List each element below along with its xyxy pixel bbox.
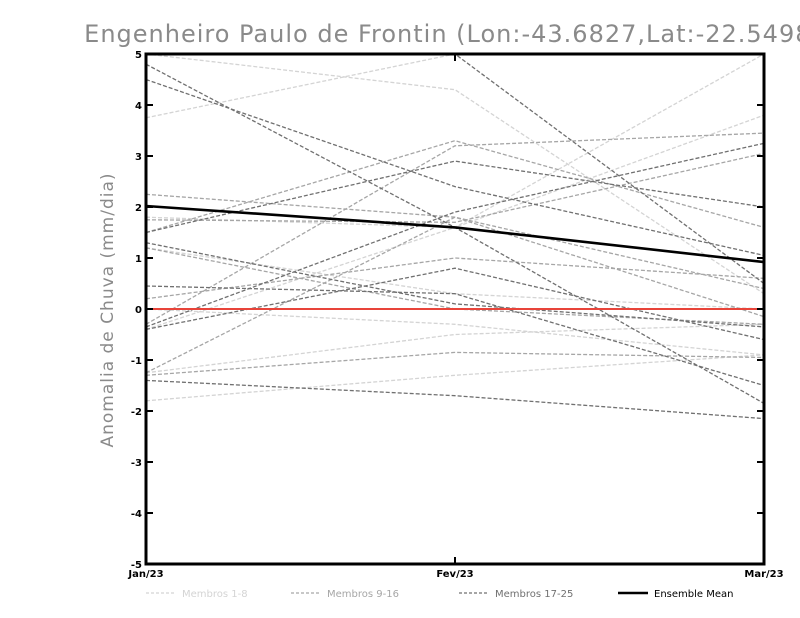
series-line-membro-14: [146, 152, 764, 223]
y-tick-label: 4: [135, 101, 142, 112]
series-line-membro-10: [146, 140, 764, 234]
y-tick-label: 2: [135, 203, 142, 214]
y-tick-label: -1: [131, 356, 142, 367]
y-tick-label: 1: [135, 254, 142, 265]
series-line-membro-15: [146, 132, 764, 325]
legend-label-3: Membros 17-25: [495, 589, 573, 600]
series-line-membro-25: [146, 54, 764, 285]
y-tick-label: -3: [131, 458, 142, 469]
legend: Membros 1-8 Membros 9-16 Membros 17-25 Ense…: [146, 589, 733, 600]
y-tick-label: -2: [131, 407, 142, 418]
y-tick-label: 3: [135, 152, 142, 163]
x-tick-label: Jan/23: [127, 569, 163, 580]
series-line-membro-3: [146, 323, 764, 374]
series-line-membro-19: [146, 160, 764, 234]
series-line-membro-1: [146, 54, 764, 119]
x-tick-label: Fev/23: [436, 569, 473, 580]
series-line-membro-22: [146, 379, 764, 420]
series-line-membro-5: [146, 308, 764, 356]
series-line-membro-16: [146, 216, 764, 374]
series-line-membro-12: [146, 257, 764, 300]
series-line-membro-7: [146, 114, 764, 229]
ensemble-mean-line: [146, 204, 764, 264]
series-line-membro-13: [146, 351, 764, 376]
legend-label-2: Membros 9-16: [327, 589, 399, 600]
series-line-membro-18: [146, 78, 764, 257]
series-line-membro-2: [146, 354, 764, 402]
series-lines: [146, 54, 764, 420]
y-tick-label: 5: [135, 50, 142, 61]
chart-title: Engenheiro Paulo de Frontin (Lon:-43.682…: [84, 20, 800, 48]
series-line-membro-24: [146, 142, 764, 328]
series-line-membro-6: [146, 54, 764, 295]
legend-label-1: Membros 1-8: [182, 589, 248, 600]
series-line-membro-9: [146, 193, 764, 290]
series-line-membro-21: [146, 285, 764, 387]
y-tick-label: 0: [135, 305, 142, 316]
x-tick-label: Mar/23: [744, 569, 783, 580]
y-axis-label: Anomalia de Chuva (mm/dia): [98, 172, 118, 447]
y-tick-label: -4: [131, 509, 142, 520]
series-line-membro-8: [146, 247, 764, 310]
plot-area: -5 -4 -3 -2 -1 0 1 2 3 4 5 Jan/23 Fev/23 Mar/23: [127, 50, 783, 580]
series-line-membro-20: [146, 242, 764, 328]
y-tick-label: -5: [131, 560, 142, 571]
legend-label-4: Ensemble Mean: [654, 589, 733, 600]
